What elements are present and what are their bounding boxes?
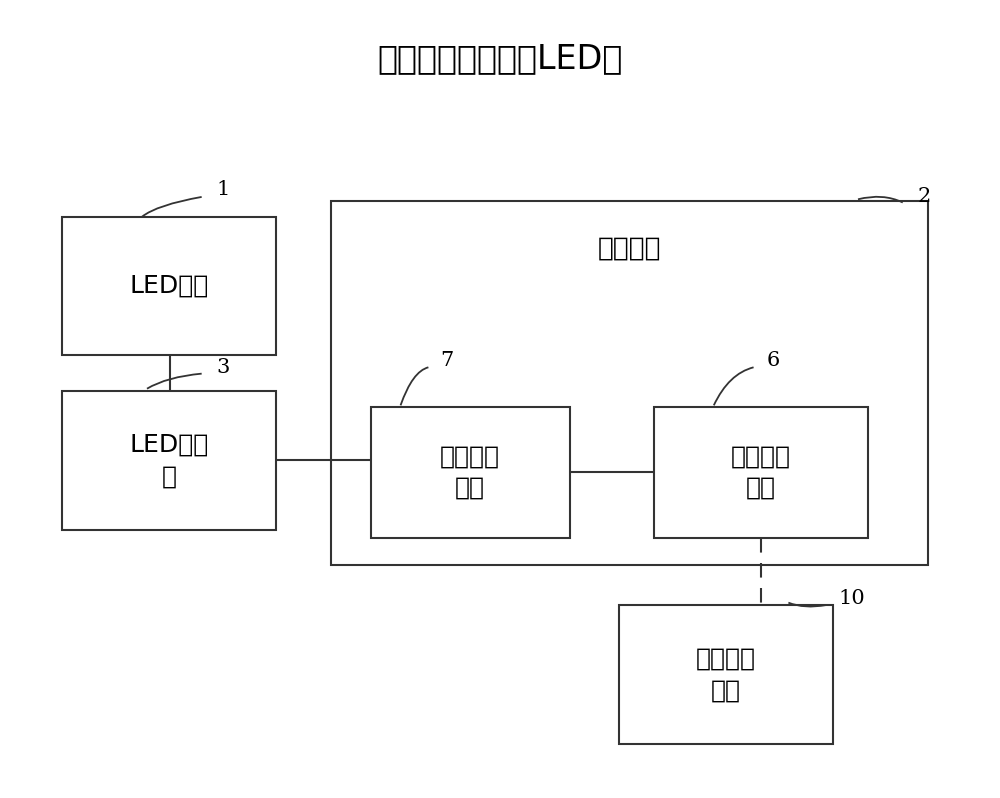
Text: LED供电
线: LED供电 线: [130, 433, 209, 488]
Bar: [62, 391, 276, 530]
Text: 基于可见光通信的LED灯: 基于可见光通信的LED灯: [377, 41, 623, 75]
Text: 10: 10: [838, 589, 865, 608]
Text: 载波通信
模块: 载波通信 模块: [731, 444, 791, 500]
Bar: [331, 201, 928, 566]
Text: 信号注入
电路: 信号注入 电路: [440, 444, 500, 500]
Bar: [654, 407, 868, 538]
Text: 6: 6: [767, 351, 780, 370]
Bar: [371, 407, 570, 538]
Text: 通信模块: 通信模块: [598, 235, 661, 262]
Bar: [619, 605, 833, 744]
Text: LED灯珠: LED灯珠: [130, 274, 209, 298]
Text: 7: 7: [440, 351, 454, 370]
Text: 1: 1: [217, 180, 230, 199]
Text: 2: 2: [918, 188, 931, 207]
Text: 外部信号
电路: 外部信号 电路: [696, 646, 756, 702]
Text: 3: 3: [217, 358, 230, 377]
Bar: [62, 217, 276, 355]
